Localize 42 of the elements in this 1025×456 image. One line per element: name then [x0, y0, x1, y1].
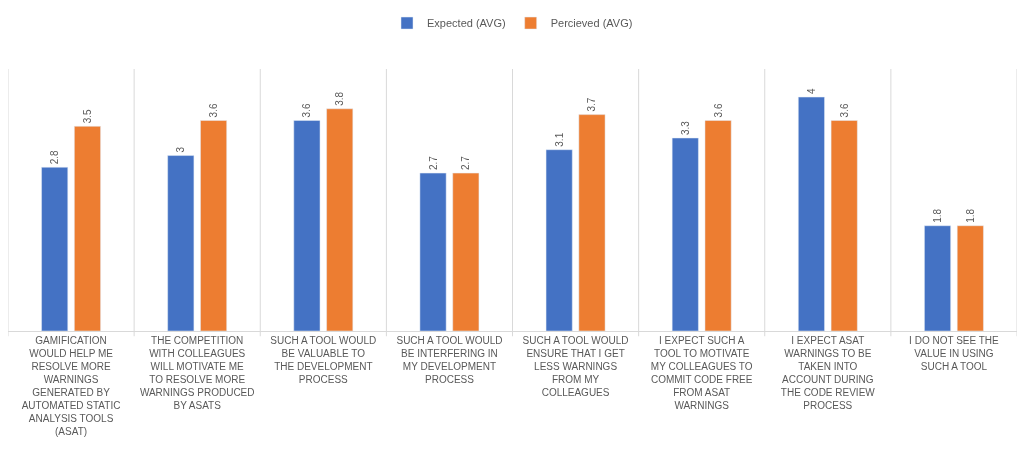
data-label: 4 [805, 88, 817, 95]
data-label: 3.6 [838, 103, 850, 118]
x-tick-label: SUCH A TOOL WOULD BE VALUABLE TO THE DEVELOPMENT PROCESS [270, 335, 377, 385]
data-label: 3.6 [712, 103, 724, 118]
data-label: 3.5 [81, 108, 93, 124]
x-tick-label: I EXPECT ASAT WARNINGS TO BE TAKEN INTO ACCOUNT DURING THE CODE REVIEW PROCESS [780, 335, 876, 411]
data-label: 2.7 [427, 155, 439, 171]
bar [704, 120, 732, 331]
x-tick-label: SUCH A TOOL WOULD ENSURE THAT I GET LESS WARNINGS FROM MY COLLEAGUES [522, 335, 629, 398]
data-label: 3.6 [301, 103, 313, 118]
bar [326, 108, 354, 331]
bar [167, 155, 195, 331]
data-label: 3.6 [208, 103, 220, 118]
legend-label: Expected (AVG) [427, 17, 506, 30]
x-tick-label: I DO NOT SEE THE VALUE IN USING SUCH A TOOL [909, 335, 1000, 372]
x-tick-label: GAMIFICATION WOULD HELP ME RESOLVE MORE WARNINGS GENERATED BY AUTOMATED STATIC ANALYSIS TOOLS (ASAT) [21, 335, 121, 437]
bar [578, 114, 606, 331]
data-label: 3.7 [586, 97, 598, 112]
data-label: 3.1 [553, 132, 565, 147]
x-tick-label: SUCH A TOOL WOULD BE INTERFERING IN MY DEVELOPMENT PROCESS [396, 335, 503, 385]
x-tick-label: I EXPECT SUCH A TOOL TO MOTIVATE MY COLLEAGUES TO COMMIT CODE FREE FROM ASAT WARNINGS [650, 335, 753, 411]
bar [545, 149, 573, 331]
data-label: 3.3 [679, 120, 691, 136]
bar [830, 120, 858, 331]
data-label: 2.8 [49, 149, 61, 165]
legend-label: Percieved (AVG) [550, 17, 633, 30]
bar [956, 225, 984, 331]
data-label: 3.8 [334, 91, 346, 106]
data-label: 1.8 [932, 208, 944, 223]
x-tick-label: THE COMPETITION WITH COLLEAGUES WILL MOTIVATE ME TO RESOLVE MORE WARNINGS PRODUCED BY ASATS [139, 335, 255, 411]
bar [74, 126, 101, 331]
bar [419, 172, 447, 331]
bar [452, 172, 480, 331]
data-label: 1.8 [964, 208, 976, 223]
data-label: 3 [175, 146, 187, 153]
bar [671, 137, 699, 331]
data-label: 2.7 [460, 155, 472, 171]
bar [41, 167, 69, 331]
bar [293, 120, 321, 331]
bar [798, 96, 825, 331]
bar [200, 120, 227, 331]
bar [924, 225, 951, 331]
